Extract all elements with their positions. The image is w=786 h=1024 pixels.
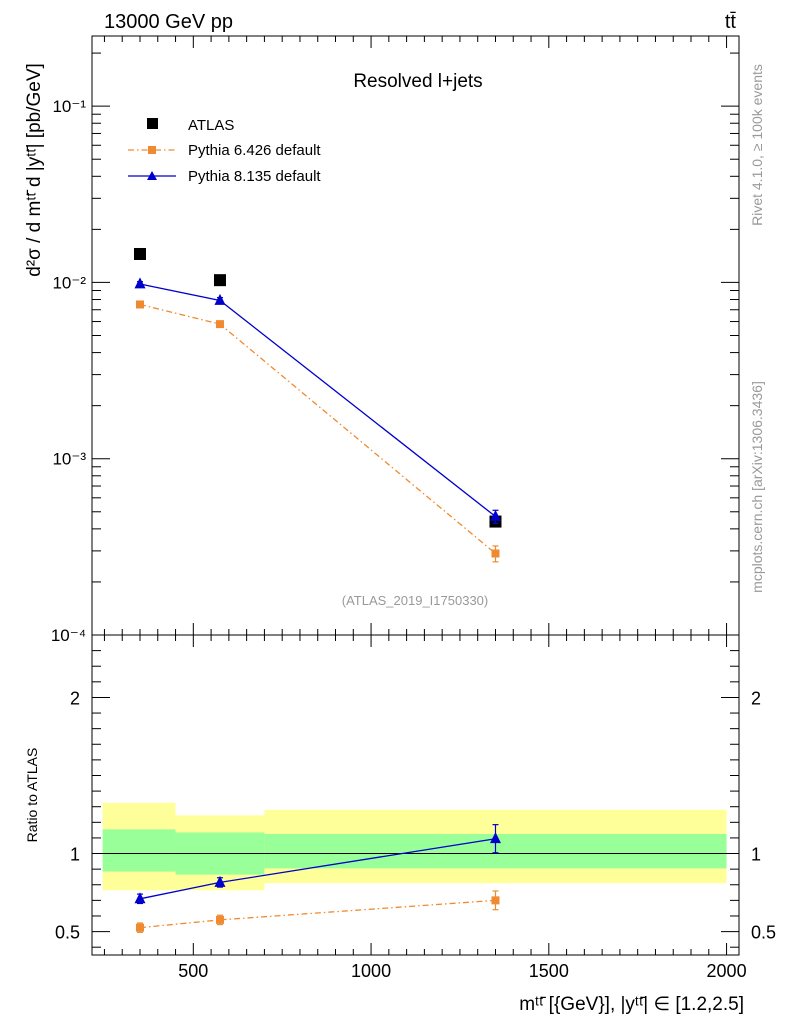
axis-ticks [92, 36, 739, 955]
ratio-y-tick-label: 1 [751, 845, 761, 865]
y-tick-label: 10⁻¹ [52, 97, 86, 116]
pythia6-ratio-point [491, 896, 500, 905]
y-tick-label: 10⁻³ [52, 450, 86, 469]
pythia8-ratio-point [214, 875, 226, 887]
process-label: tt̄ [725, 11, 737, 33]
pythia8-ratio-point [134, 892, 146, 904]
pythia8-point [489, 509, 501, 521]
stat-uncertainty-band [102, 829, 176, 872]
ratio-y-tick-label: 0.5 [751, 923, 776, 943]
pythia6-ratio-line [139, 899, 496, 929]
y-axis-label-ratio: Ratio to ATLAS [24, 748, 40, 843]
data-markers [133, 247, 502, 933]
legend: ATLAS Pythia 6.426 default Pythia 8.135 … [128, 117, 321, 185]
pythia8-ratio-point [489, 832, 501, 844]
x-tick-label: 500 [178, 961, 208, 981]
ratio-panel-frame [91, 634, 740, 956]
pythia6-point [135, 300, 144, 309]
pythia8-line [139, 283, 496, 518]
legend-label-atlas: ATLAS [188, 117, 234, 134]
y-axis-label-main: d²σ / d mᵗᵗ̄ d |yᵗᵗ̄| [pb/GeV] [24, 63, 45, 277]
mcplots-label: mcplots.cern.ch [arXiv:1306.3436] [749, 381, 765, 593]
y-tick-label: 10⁻² [52, 273, 86, 292]
pythia8-point [134, 277, 146, 289]
atlas-point [213, 274, 226, 287]
legend-marker-pythia6 [148, 146, 156, 154]
rivet-label: Rivet 4.1.0, ≥ 100k events [749, 64, 765, 226]
ratio-y-tick-label: 2 [751, 688, 761, 708]
pythia6-line [139, 303, 496, 554]
pythia6-point [215, 320, 224, 329]
pythia6-ratio-point [135, 923, 144, 932]
x-axis-label: mᵗᵗ̄ [{GeV}], |yᵗᵗ̄| ∈ [1.2,2.5] [519, 994, 744, 1015]
ratio-y-tick-label: 1 [70, 845, 80, 865]
ratio-uncertainty-bands [92, 802, 739, 891]
x-tick-label: 2000 [707, 961, 747, 981]
chart-title: Resolved l+jets [353, 71, 482, 92]
atlas-point [133, 247, 146, 260]
legend-entry-atlas: ATLAS [147, 117, 234, 134]
legend-entry-pythia8: Pythia 8.135 default [128, 168, 321, 185]
pythia6-ratio-point [215, 915, 224, 924]
x-tick-label: 1500 [529, 961, 569, 981]
ratio-y-tick-label: 2 [70, 688, 80, 708]
legend-marker-atlas [147, 118, 158, 129]
y-tick-label: 10⁻⁴ [51, 626, 86, 645]
legend-marker-pythia8 [147, 171, 157, 180]
tick-labels: 500 1000 1500 2000 10⁻¹ 10⁻² 10⁻³ 10⁻⁴ 0.5 0.5 1 1 2… [51, 97, 776, 981]
analysis-watermark: (ATLAS_2019_I1750330) [342, 593, 488, 608]
legend-label-pythia8: Pythia 8.135 default [188, 168, 321, 185]
ratio-y-tick-label: 0.5 [55, 923, 80, 943]
legend-label-pythia6: Pythia 6.426 default [188, 142, 321, 159]
x-tick-label: 1000 [351, 961, 391, 981]
pythia8-point [214, 293, 226, 305]
pythia6-point [491, 549, 500, 558]
legend-entry-pythia6: Pythia 6.426 default [128, 142, 321, 159]
energy-label: 13000 GeV pp [104, 11, 233, 33]
